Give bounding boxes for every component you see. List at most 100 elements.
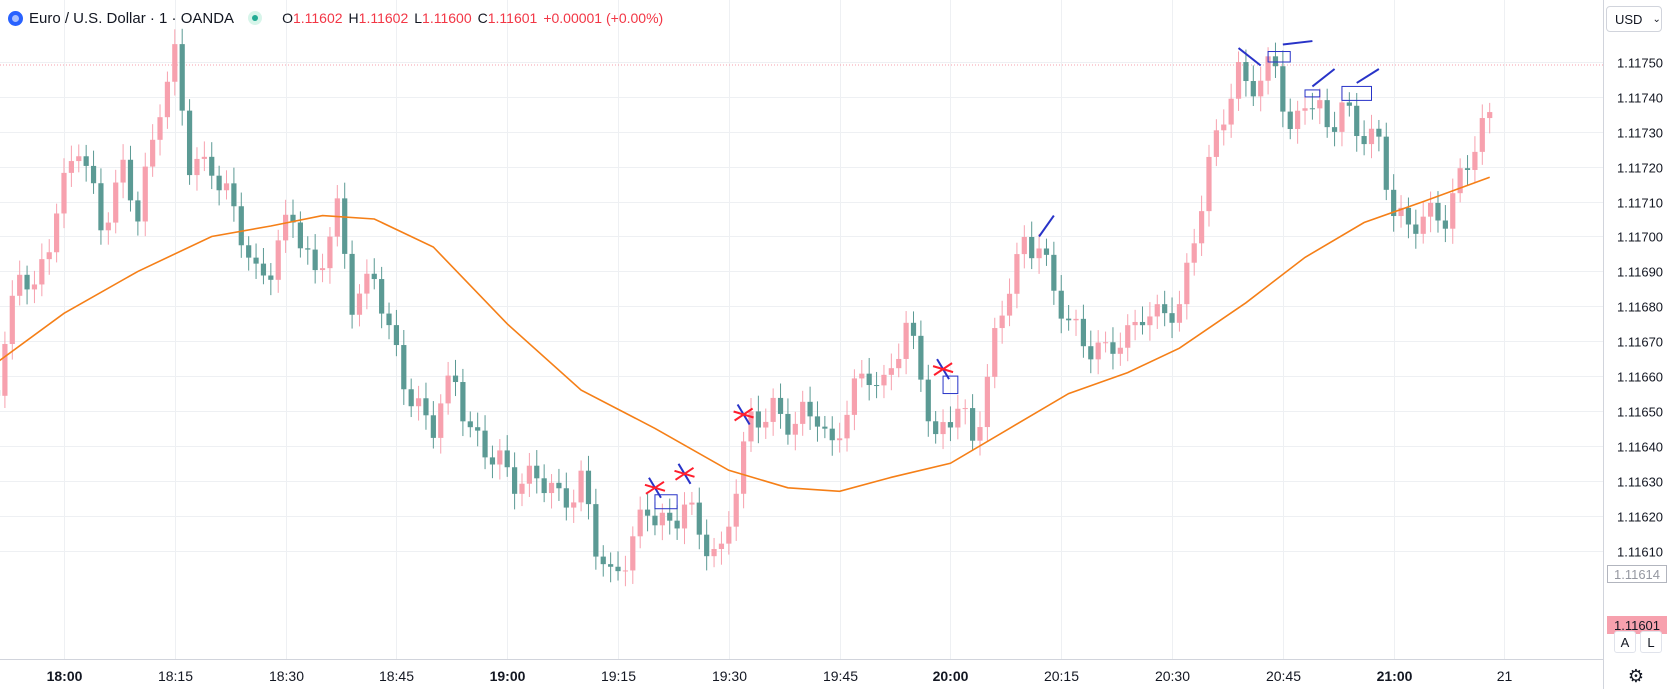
price-tick-label: 1.11650 — [1617, 405, 1663, 420]
candle-body — [489, 457, 496, 465]
time-tick-label: 20:00 — [933, 668, 969, 684]
price-tick-label: 1.11690 — [1617, 265, 1663, 280]
candle-body — [526, 465, 532, 484]
candle-body — [711, 549, 717, 557]
currency-select[interactable]: USD ⌄ — [1606, 6, 1662, 32]
candle-body — [1368, 128, 1375, 145]
candle-body — [157, 117, 163, 140]
drawing-trend-segment[interactable] — [1038, 214, 1055, 238]
low-label: L — [414, 10, 423, 26]
drawing-trend-segment[interactable] — [1356, 68, 1380, 84]
market-status-icon[interactable] — [248, 11, 263, 25]
price-tick-label: 1.11640 — [1617, 440, 1663, 455]
candle-body — [763, 421, 769, 428]
candle-body — [105, 222, 111, 231]
last-price-tag: 1.11601 — [1607, 616, 1667, 634]
candle-body — [1043, 248, 1050, 255]
candle-body — [777, 397, 784, 414]
candle-body — [1235, 62, 1242, 99]
candle-body — [1295, 110, 1301, 130]
candle-body — [1191, 243, 1197, 263]
time-tick-label: 18:45 — [379, 668, 414, 684]
candle-body — [1280, 66, 1286, 112]
gear-icon[interactable]: ⚙ — [1627, 665, 1645, 686]
candle-body — [349, 253, 355, 315]
candle-body — [704, 534, 710, 557]
moving-average-line — [0, 176, 1490, 493]
candle-body — [822, 426, 828, 429]
grid-lines — [0, 0, 1603, 659]
candle-body — [548, 482, 555, 494]
drawing-trend-segment[interactable] — [1237, 47, 1262, 67]
candle-body — [1154, 304, 1160, 317]
drawing-rectangle[interactable] — [1341, 85, 1372, 101]
candle-body — [246, 245, 252, 258]
time-tick-label: 21:00 — [1377, 668, 1413, 684]
drawing-rectangle[interactable] — [654, 494, 678, 510]
candle-body — [186, 110, 193, 176]
symbol-title[interactable]: Euro / U.S. Dollar · 1 · OANDA — [29, 9, 235, 27]
candle-body — [1457, 168, 1463, 194]
candle-body — [401, 345, 407, 390]
drawing-rectangle[interactable] — [942, 375, 959, 395]
candle-body — [142, 166, 148, 222]
candle-body — [792, 423, 798, 435]
candle-body — [630, 536, 636, 571]
symbol-legend: Euro / U.S. Dollar · 1 · OANDA O 1.11602 … — [8, 6, 663, 30]
candle-body — [297, 222, 303, 249]
candle-body — [290, 214, 296, 223]
candle-body — [1095, 342, 1101, 360]
candle-body — [1442, 220, 1448, 229]
candle-body — [1309, 108, 1316, 110]
candle-body — [1464, 168, 1471, 170]
candle-body — [1221, 124, 1227, 131]
candle-body — [1479, 118, 1485, 152]
log-scale-button[interactable]: L — [1640, 631, 1662, 653]
candle-body — [556, 482, 562, 489]
candle-body — [1125, 325, 1131, 348]
auto-scale-button[interactable]: A — [1614, 631, 1636, 653]
price-axis[interactable]: 1.11750 1.11740 1.11730 1.11720 1.11710 1.117… — [1617, 56, 1663, 560]
drawing-rectangle[interactable] — [1267, 51, 1291, 63]
drawing-asterisk-stroke[interactable] — [933, 362, 953, 376]
candle-body — [1331, 127, 1338, 132]
candle-body — [17, 274, 23, 296]
candle-body — [1413, 224, 1419, 234]
candle-body — [268, 275, 274, 280]
candle-body — [637, 509, 643, 537]
drawing-trend-segment[interactable] — [1282, 40, 1313, 46]
candle-body — [1228, 98, 1234, 125]
candle-body — [1472, 151, 1478, 170]
candle-body — [172, 44, 178, 82]
candle-body — [1198, 211, 1205, 244]
drawing-trend-segment[interactable] — [1311, 68, 1336, 88]
candle-body — [1427, 202, 1434, 217]
candle-body — [364, 273, 370, 294]
candle-body — [992, 328, 998, 377]
candle-body — [120, 159, 126, 183]
candle-body — [61, 172, 67, 214]
candle-body — [1487, 112, 1493, 119]
time-tick-label: 18:15 — [158, 668, 193, 684]
price-tick-label: 1.11740 — [1617, 91, 1663, 106]
price-tick-label: 1.11710 — [1617, 196, 1663, 211]
candle-body — [164, 81, 171, 118]
drawing-asterisk-stroke[interactable] — [674, 466, 695, 481]
candle-body — [497, 450, 503, 465]
high-label: H — [348, 10, 359, 26]
drawing-rectangle[interactable] — [1304, 89, 1321, 98]
time-tick-label: 20:30 — [1155, 668, 1190, 684]
candle-body — [475, 427, 481, 431]
chart-drawings[interactable] — [644, 40, 1380, 510]
time-axis[interactable]: 18:00 18:15 18:30 18:45 19:00 19:15 19:30 19:45… — [47, 668, 1513, 684]
candle-body — [593, 504, 599, 557]
close-label: C — [477, 10, 488, 26]
candle-body — [201, 156, 207, 159]
open-label: O — [282, 10, 293, 26]
low-value: 1.11600 — [422, 10, 472, 26]
drawing-asterisk-stroke[interactable] — [734, 407, 754, 422]
candle-body — [9, 295, 15, 344]
candle-body — [859, 373, 865, 379]
drawing-asterisk-stroke[interactable] — [645, 480, 665, 495]
